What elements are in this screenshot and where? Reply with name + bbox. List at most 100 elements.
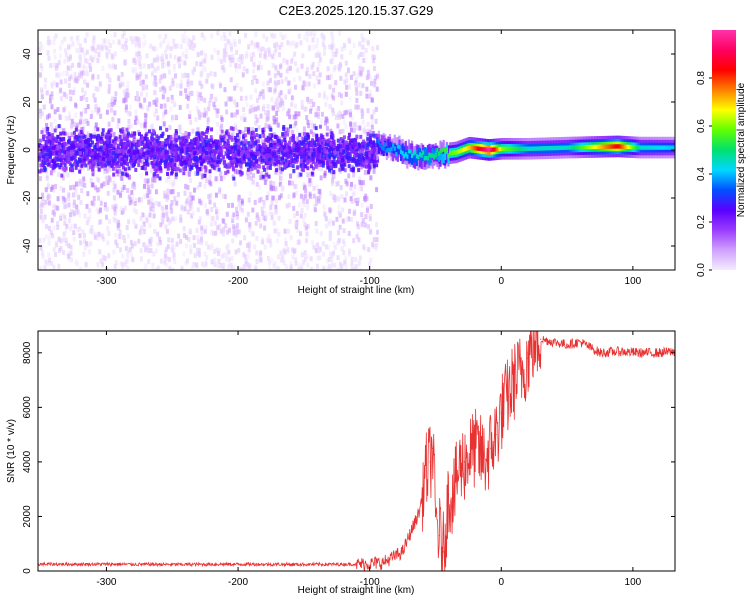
heatmap-cell (54, 183, 58, 189)
heatmap-cell (232, 159, 236, 164)
heatmap-cell (367, 247, 371, 253)
heatmap-cell (203, 165, 207, 170)
heatmap-cell (63, 170, 67, 176)
heatmap-cell (168, 179, 172, 185)
heatmap-cell (203, 107, 207, 113)
heatmap-cell (46, 130, 50, 135)
heatmap-cell (49, 230, 53, 236)
heatmap-cell (327, 221, 331, 227)
heatmap-cell (152, 81, 156, 87)
heatmap-cell (40, 250, 44, 256)
heatmap-cell (61, 166, 65, 171)
heatmap-cell (268, 265, 272, 270)
heatmap-cell (220, 138, 224, 143)
heatmap-cell (346, 146, 350, 151)
heatmap-cell (126, 143, 130, 148)
heatmap-cell (60, 137, 64, 142)
heatmap-cell (295, 67, 299, 73)
heatmap-cell (332, 144, 336, 149)
heatmap-cell (249, 94, 253, 100)
heatmap-cell (129, 150, 133, 155)
heatmap-cell (102, 255, 106, 261)
heatmap-cell (239, 266, 243, 270)
heatmap-cell (121, 127, 125, 132)
heatmap-cell (217, 167, 221, 172)
heatmap-cell (98, 159, 102, 164)
heatmap-cell (242, 268, 246, 270)
heatmap-cell (184, 88, 188, 94)
heatmap-cell (179, 217, 183, 223)
heatmap-cell (144, 118, 148, 124)
heatmap-cell (305, 199, 309, 205)
heatmap-cell (196, 207, 200, 213)
heatmap-cell (67, 202, 71, 208)
heatmap-cell (60, 143, 64, 148)
heatmap-cell (169, 140, 173, 145)
heatmap-cell (78, 151, 82, 156)
heatmap-cell (76, 151, 80, 156)
heatmap-cell (342, 135, 346, 140)
heatmap-cell (224, 43, 228, 49)
heatmap-cell (259, 257, 263, 263)
heatmap-cell (159, 149, 163, 154)
heatmap-cell (234, 225, 238, 231)
heatmap-cell (325, 125, 329, 131)
heatmap-cell (265, 195, 269, 201)
heatmap-cell (109, 133, 113, 138)
heatmap-cell (186, 95, 190, 101)
heatmap-cell (341, 218, 345, 224)
heatmap-cell (276, 107, 280, 113)
heatmap-cell (98, 219, 102, 225)
heatmap-cell (259, 113, 263, 119)
heatmap-cell (371, 54, 375, 60)
heatmap-cell (237, 267, 241, 270)
heatmap-cell (279, 72, 283, 78)
heatmap-cell (272, 119, 276, 125)
heatmap-cell (121, 171, 125, 176)
heatmap-cell (90, 140, 94, 145)
heatmap-cell (297, 266, 301, 270)
heatmap-cell (53, 109, 57, 115)
heatmap-cell (192, 137, 196, 142)
heatmap-cell (160, 73, 164, 79)
heatmap-cell (350, 181, 354, 187)
heatmap-cell (156, 115, 160, 121)
heatmap-cell (367, 128, 371, 134)
heatmap-cell (356, 125, 360, 131)
heatmap-cell (223, 140, 227, 145)
heatmap-cell (146, 162, 150, 167)
heatmap-cell (53, 35, 57, 41)
heatmap-cell (358, 41, 362, 47)
heatmap-cell (216, 50, 220, 56)
heatmap-cell (110, 64, 114, 70)
heatmap-cell (343, 110, 347, 116)
heatmap-cell (287, 65, 291, 71)
heatmap-cell (261, 139, 265, 145)
heatmap-cell (265, 168, 269, 174)
heatmap-cell (359, 90, 363, 96)
heatmap-cell (189, 164, 193, 169)
heatmap-cell (237, 229, 241, 235)
heatmap-cell (151, 262, 155, 268)
heatmap-cell (364, 47, 368, 53)
heatmap-cell (245, 170, 249, 176)
heatmap-cell (158, 163, 162, 168)
heatmap-cell (169, 134, 173, 139)
heatmap-cell (341, 128, 345, 134)
heatmap-cell (119, 261, 123, 267)
heatmap-cell (143, 178, 147, 184)
heatmap-cell (302, 146, 306, 151)
heatmap-cell (212, 154, 216, 159)
heatmap-cell (161, 94, 165, 100)
heatmap-cell (315, 247, 319, 253)
heatmap-cell (306, 119, 310, 125)
heatmap-cell (96, 144, 100, 149)
heatmap-cell (300, 104, 304, 110)
heatmap-cell (203, 228, 207, 234)
heatmap-cell (346, 159, 350, 164)
heatmap-cell (339, 75, 343, 81)
heatmap-cell (127, 194, 131, 200)
heatmap-cell (302, 202, 306, 208)
heatmap-cell (226, 153, 230, 158)
heatmap-cell (274, 161, 278, 166)
